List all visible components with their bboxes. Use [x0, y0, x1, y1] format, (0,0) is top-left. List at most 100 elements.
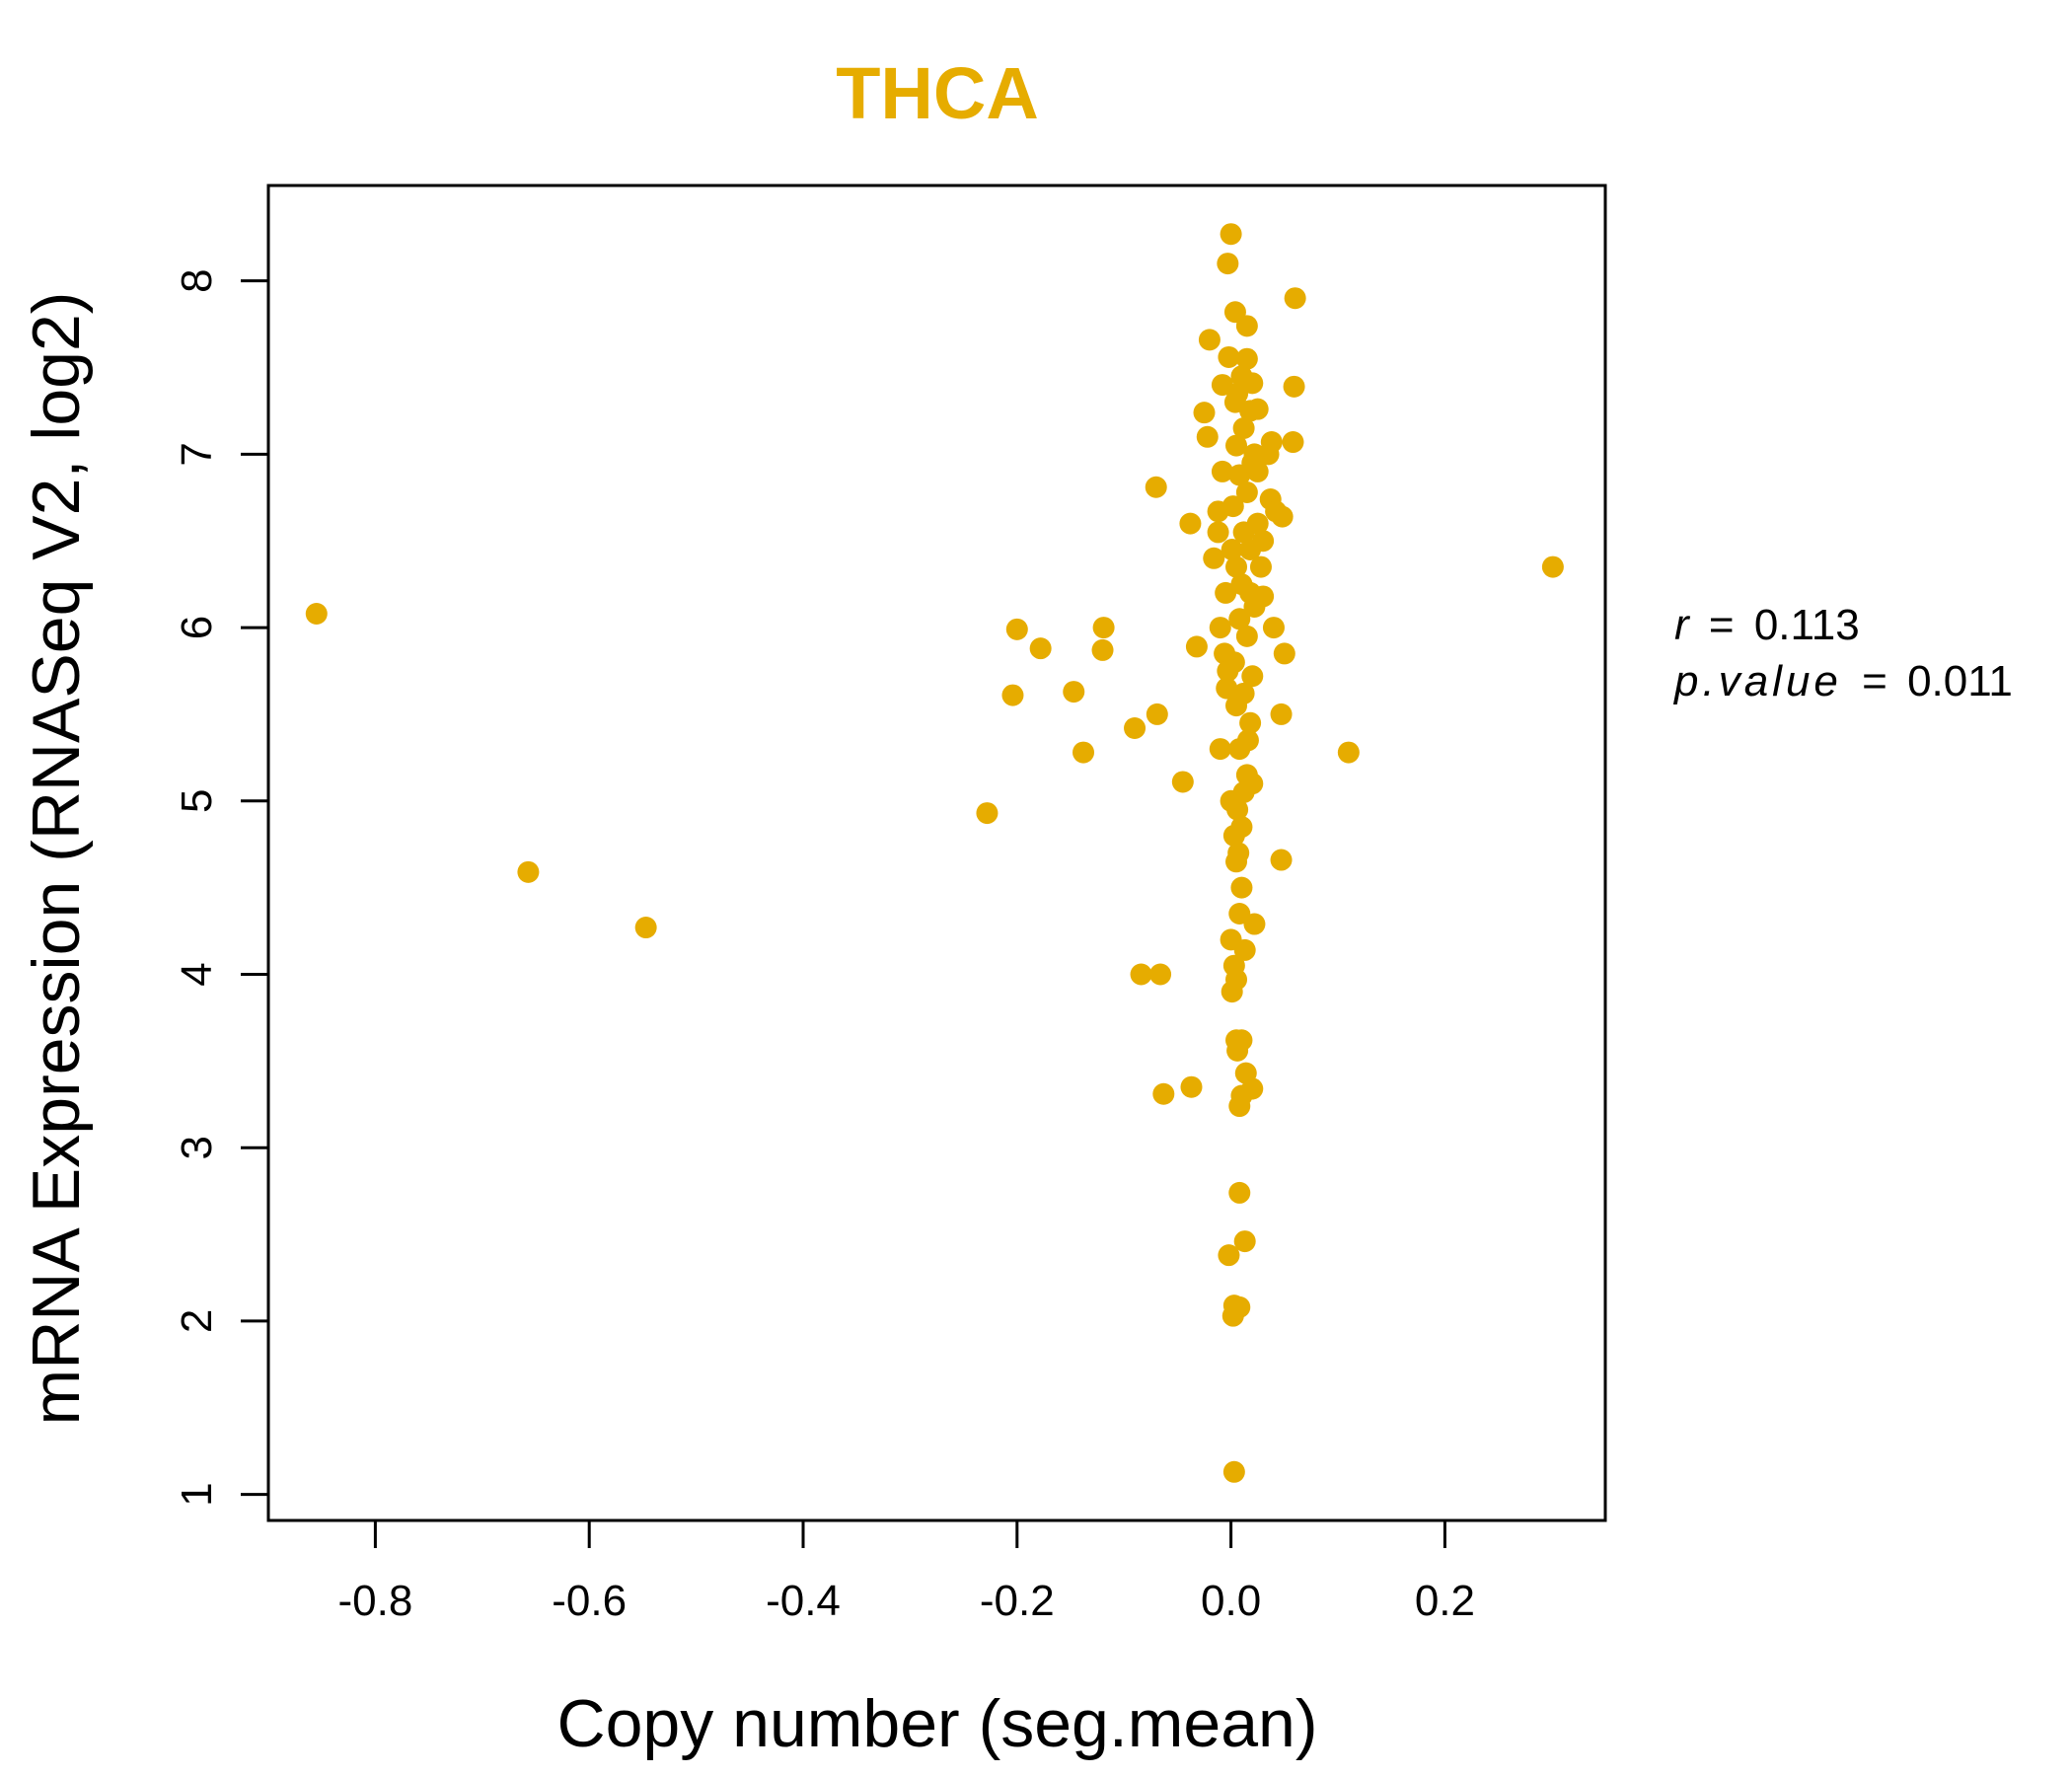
data-point [1149, 963, 1172, 986]
data-point [1221, 1304, 1244, 1327]
data-point [1228, 608, 1251, 630]
y-tick-label: 5 [173, 789, 221, 813]
data-point [1337, 741, 1360, 764]
data-point [1001, 684, 1024, 706]
data-point [976, 802, 999, 825]
data-point [1091, 638, 1114, 661]
x-tick-label: -0.8 [337, 1577, 412, 1625]
data-point [1146, 703, 1168, 725]
data-point [1152, 1082, 1175, 1105]
data-point [1073, 741, 1095, 764]
data-point [1541, 555, 1564, 578]
data-point [517, 860, 540, 883]
y-tick-label: 3 [173, 1136, 221, 1159]
data-point [1222, 1460, 1245, 1483]
data-point [1270, 849, 1293, 871]
data-point [1273, 642, 1295, 665]
data-point [1221, 495, 1244, 518]
data-point [1092, 617, 1115, 639]
correlation-stats: r = 0.113 p.value = 0.011 [1672, 601, 2013, 705]
data-point [1005, 618, 1028, 640]
data-point [1228, 1181, 1251, 1204]
data-point [1171, 771, 1194, 793]
data-point [1230, 573, 1253, 596]
data-point [1284, 287, 1306, 310]
data-point [1180, 1075, 1203, 1098]
data-point [1270, 703, 1293, 725]
data-point [1220, 928, 1242, 951]
r-stat: r = 0.113 [1674, 601, 1860, 649]
x-axis: -0.8 -0.6 -0.4 -0.2 0.0 0.2 [337, 1518, 1475, 1625]
data-point [1218, 1244, 1240, 1267]
data-point [1130, 963, 1152, 986]
y-tick-label: 2 [173, 1309, 221, 1333]
data-point [1217, 253, 1239, 275]
data-point [1236, 729, 1259, 752]
y-tick-label: 7 [173, 442, 221, 466]
y-axis: 1 2 3 4 5 6 7 8 [173, 268, 270, 1507]
data-point [1221, 539, 1243, 560]
y-tick-label: 1 [173, 1482, 221, 1506]
p-equals: = [1862, 657, 1887, 705]
data-point [1222, 651, 1245, 674]
data-point [1145, 476, 1167, 498]
data-point [1230, 816, 1253, 839]
data-point [1282, 431, 1304, 454]
data-point [1271, 505, 1294, 528]
data-point [1198, 329, 1221, 351]
x-tick-label: -0.6 [552, 1577, 627, 1625]
x-tick-label: 0.2 [1415, 1577, 1475, 1625]
data-point [1225, 555, 1248, 578]
data-point [1220, 789, 1242, 812]
data-point [1243, 595, 1266, 618]
data-point [1207, 521, 1229, 544]
p-value: 0.011 [1907, 657, 2013, 705]
p-stat: p.value = 0.011 [1672, 657, 2013, 705]
y-tick-label: 8 [173, 268, 221, 292]
data-point [1193, 402, 1216, 424]
data-point [1215, 581, 1237, 604]
data-point [1235, 481, 1258, 504]
data-point [1063, 681, 1085, 703]
r-value: 0.113 [1754, 601, 1860, 649]
data-point [1252, 530, 1275, 553]
y-tick-label: 4 [173, 962, 221, 986]
data-point [1230, 876, 1253, 899]
data-point [305, 603, 328, 626]
data-point [1246, 512, 1269, 535]
data-point [1262, 617, 1285, 639]
y-tick-label: 6 [173, 616, 221, 639]
data-point [1228, 1095, 1251, 1118]
data-point [1211, 460, 1233, 482]
data-point [1228, 903, 1251, 925]
data-points [305, 223, 1564, 1483]
data-point [1209, 617, 1231, 639]
data-point [1029, 637, 1052, 660]
x-axis-label: Copy number (seg.mean) [556, 1686, 1317, 1761]
x-tick-label: -0.2 [980, 1577, 1055, 1625]
data-point [1243, 443, 1266, 466]
data-point [1220, 223, 1242, 246]
data-point [1241, 665, 1264, 688]
chart-title: THCA [836, 52, 1039, 134]
data-point [1235, 347, 1258, 370]
data-point [1227, 842, 1250, 864]
data-point [1225, 968, 1248, 991]
data-point [634, 917, 657, 939]
data-point [1235, 625, 1258, 647]
data-point [1283, 375, 1305, 398]
r-equals: = [1709, 601, 1735, 649]
data-point [1230, 365, 1253, 388]
data-point [1196, 425, 1219, 448]
plot-frame [266, 184, 1607, 1522]
data-point [1209, 738, 1231, 761]
data-point [1235, 315, 1258, 337]
data-point [1218, 345, 1240, 368]
r-symbol: r [1674, 601, 1691, 649]
data-point [1239, 711, 1262, 734]
data-point [1233, 1230, 1256, 1253]
data-point [1203, 547, 1225, 569]
data-point [1223, 391, 1246, 413]
x-tick-label: -0.4 [766, 1577, 841, 1625]
